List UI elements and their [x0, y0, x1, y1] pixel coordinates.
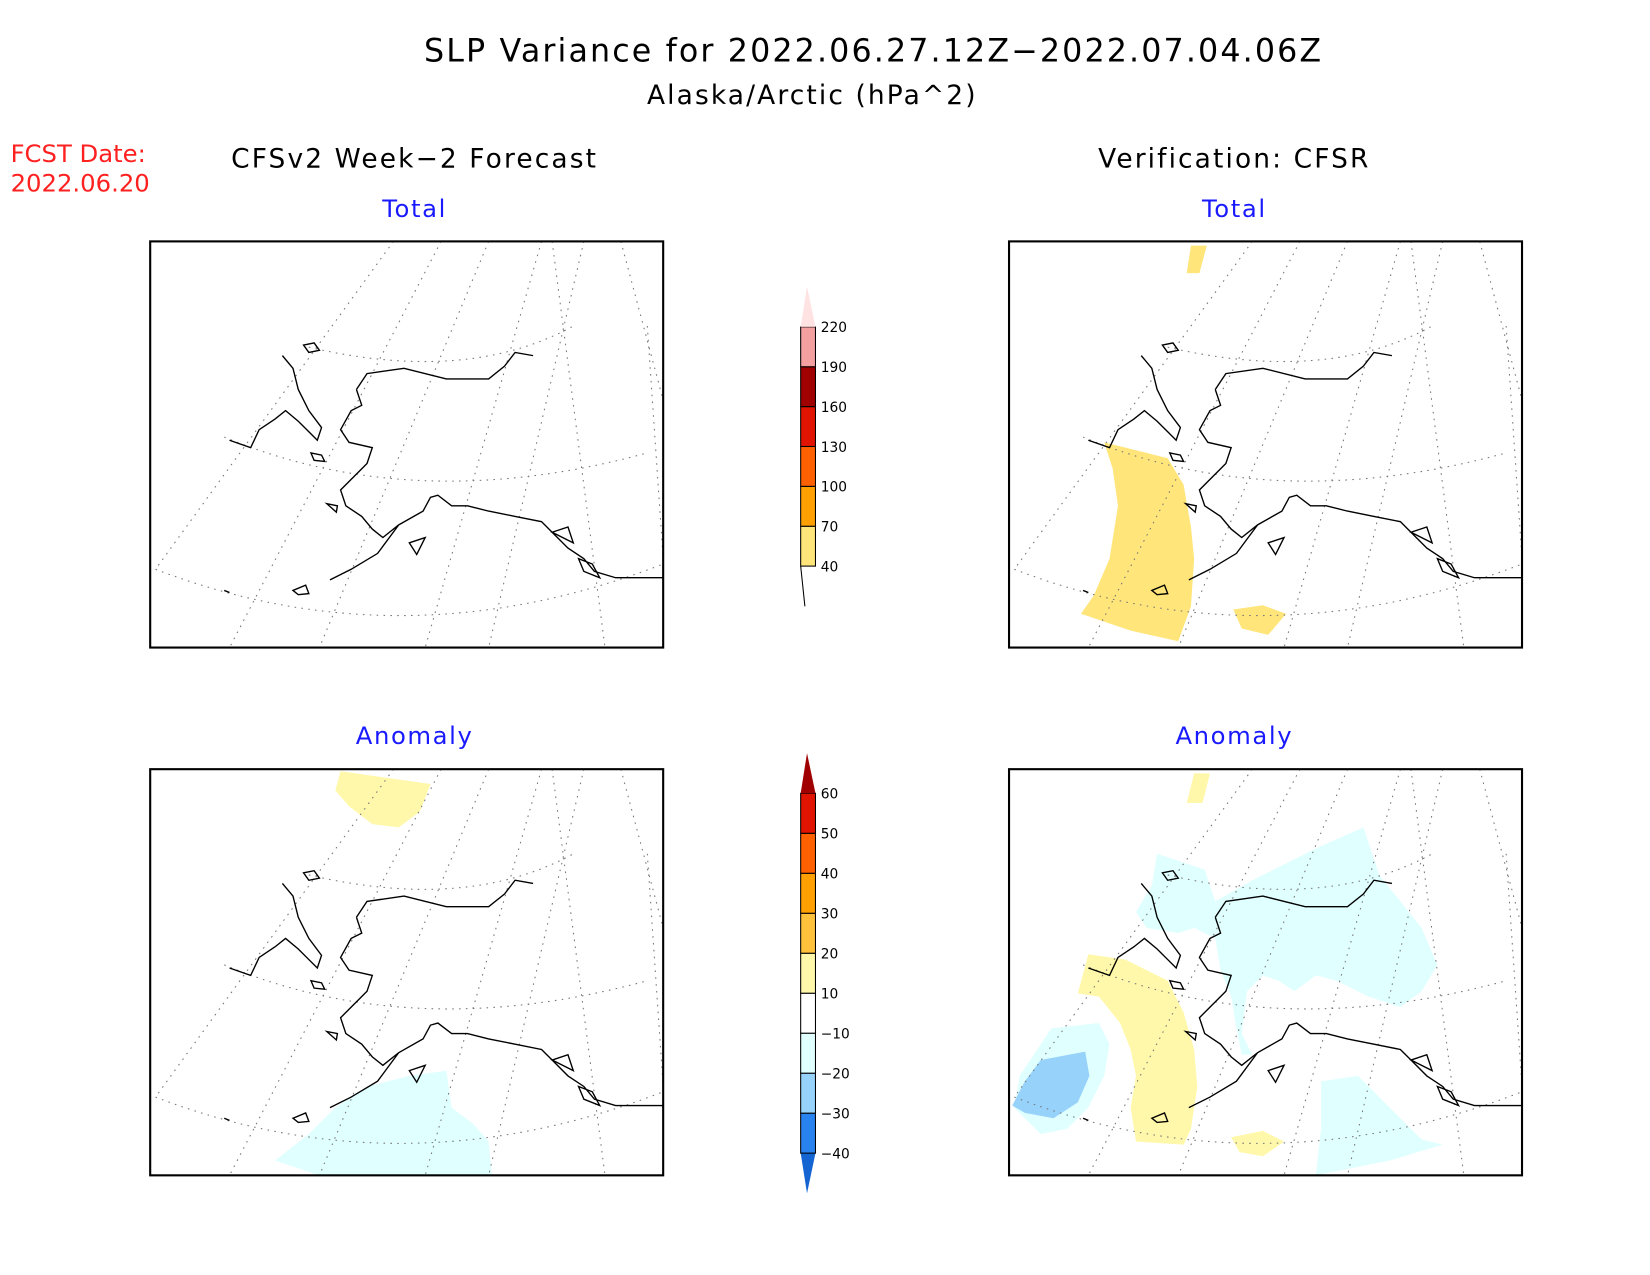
panel-title-verification-anomaly: Anomaly — [1175, 721, 1293, 750]
colorbar-segment — [800, 485, 817, 527]
colorbar-segment — [800, 445, 817, 487]
colorbar-lower-extension — [800, 1153, 816, 1194]
colorbar-tick-label: −10 — [821, 1026, 850, 1042]
colorbar-tick-label: −20 — [821, 1066, 850, 1082]
colorbar-lower-extension — [800, 566, 806, 607]
colorbar-tick-label: 70 — [821, 520, 839, 536]
fcst-date-value: 2022.06.20 — [11, 169, 150, 198]
colorbar-tick-label: 220 — [821, 320, 847, 336]
colorbar-tick-label: 40 — [821, 559, 839, 575]
colorbar-segment — [800, 792, 817, 834]
colorbar-segment — [800, 912, 817, 954]
anomaly-region-negative — [275, 1070, 492, 1176]
colorbar-tick-label: 10 — [821, 986, 839, 1002]
colorbar-tick-label: 190 — [821, 360, 847, 376]
colorbar-tick-label: 50 — [821, 827, 839, 843]
variance-region-40-70 — [1080, 245, 1287, 642]
colorbar-segment — [800, 1032, 817, 1074]
colorbar-segment — [800, 1072, 817, 1114]
anomaly-region-positive — [1077, 773, 1285, 1157]
total-colorbar: 40 70 100 130 160 190 220 — [800, 286, 847, 607]
anomaly-region-strong-negative — [1012, 1051, 1090, 1119]
colorbar-tick-label: 30 — [821, 907, 839, 923]
colorbar-segment — [800, 992, 817, 1034]
chart-subtitle: Alaska/Arctic (hPa^2) — [647, 80, 978, 111]
colorbar-segment — [800, 326, 817, 368]
colorbar-segment — [800, 872, 817, 914]
colorbar-segment — [800, 406, 817, 448]
map-forecast-anomaly — [149, 768, 665, 1177]
verification-header: Verification: CFSR — [1098, 143, 1370, 174]
colorbar-upper-extension — [800, 286, 816, 327]
colorbar-segment — [800, 525, 817, 567]
panel-title-forecast-anomaly: Anomaly — [356, 721, 474, 750]
panel-title-forecast-total: Total — [381, 194, 447, 223]
colorbar-tick-label: 40 — [821, 867, 839, 883]
colorbar-tick-label: 100 — [821, 480, 847, 496]
colorbar-tick-label: 60 — [821, 787, 839, 803]
colorbar-segment — [800, 952, 817, 994]
chart-title: SLP Variance for 2022.06.27.12Z−2022.07.… — [424, 34, 1323, 70]
colorbar-tick-label: −40 — [821, 1146, 850, 1162]
colorbar-tick-label: 160 — [821, 400, 847, 416]
colorbar-tick-label: 130 — [821, 440, 847, 456]
anomaly-region-negative — [1014, 827, 1443, 1176]
colorbar-segment — [800, 832, 817, 874]
anomaly-region-positive — [335, 771, 431, 828]
colorbar-segment — [800, 1112, 817, 1154]
map-forecast-total — [149, 240, 665, 649]
forecast-header: CFSv2 Week−2 Forecast — [231, 143, 598, 174]
colorbar-tick-label: 20 — [821, 947, 839, 963]
anomaly-colorbar: −40 −30 −20 −10 10 20 30 40 50 60 — [800, 753, 850, 1194]
colorbar-tick-label: −30 — [821, 1106, 850, 1122]
map-verification-anomaly — [1007, 768, 1524, 1177]
map-verification-total — [1007, 240, 1524, 649]
fcst-date-label: FCST Date: — [11, 139, 146, 168]
colorbar-segment — [800, 366, 817, 408]
panel-title-verification-total: Total — [1201, 194, 1267, 223]
colorbar-upper-extension — [800, 753, 816, 794]
